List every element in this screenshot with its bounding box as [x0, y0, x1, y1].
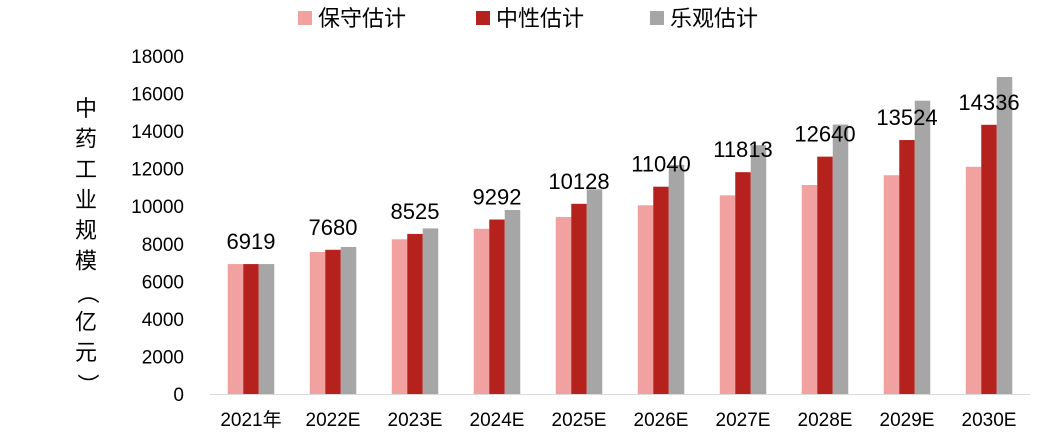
- y-axis-ticks: 0 2000 4000 6000 8000 10000 12000 14000 16000 180…: [131, 47, 184, 406]
- bar-1-2022E: [309, 252, 326, 394]
- y-axis-label-char: 规: [75, 219, 97, 244]
- legend-label-1: 保守估计: [318, 7, 406, 32]
- y-axis-label-char: （: [74, 282, 99, 304]
- bar-2-2025E: [571, 203, 587, 394]
- data-label: 13524: [876, 105, 937, 130]
- legend-label-3: 乐观估计: [670, 7, 758, 32]
- y-axis-label-char: 业: [75, 189, 97, 214]
- y-axis-label-char: 药: [75, 128, 97, 153]
- data-label: 10128: [548, 169, 609, 194]
- legend-label-2: 中性估计: [496, 7, 584, 32]
- bar-1-2025E: [555, 216, 572, 394]
- bar-1-2028E: [801, 185, 818, 394]
- bar-1-2024E: [473, 228, 490, 394]
- bar-2-2027E: [735, 172, 751, 394]
- data-label: 11040: [631, 152, 691, 177]
- y-tick-label: 10000: [131, 197, 184, 218]
- bar-2-2021年: [243, 264, 259, 394]
- bar-3-2029E: [914, 100, 931, 395]
- bar-2-2022E: [325, 249, 341, 394]
- bar-3-2030E: [996, 77, 1013, 394]
- data-label: 8525: [391, 199, 440, 224]
- y-tick-label: 14000: [131, 122, 184, 143]
- bar-2-2024E: [489, 219, 505, 394]
- bar-3-2024E: [504, 209, 521, 394]
- y-tick-label: 16000: [131, 85, 184, 106]
- x-tick-label: 2029E: [880, 410, 935, 431]
- x-tick-label: 2027E: [716, 410, 771, 431]
- legend-swatch-1: [298, 11, 312, 25]
- y-axis-label-char: 模: [75, 250, 97, 275]
- y-tick-label: 4000: [142, 310, 184, 331]
- y-tick-label: 6000: [142, 272, 184, 293]
- x-tick-label: 2021年: [220, 409, 281, 431]
- bar-2-2023E: [407, 233, 423, 394]
- y-tick-label: 8000: [142, 235, 184, 256]
- data-label: 6919: [227, 229, 276, 254]
- data-label: 14336: [958, 90, 1019, 115]
- y-axis-label-char: 工: [75, 158, 97, 183]
- bar-1-2030E: [965, 166, 982, 394]
- y-axis-label-char: 亿: [75, 311, 97, 336]
- data-label: 11813: [713, 137, 773, 162]
- bar-1-2027E: [719, 195, 736, 394]
- data-label: 9292: [473, 185, 522, 210]
- y-axis-label-char: 元: [75, 341, 97, 366]
- bar-2-2030E: [981, 124, 997, 394]
- bar-2-2028E: [817, 156, 833, 394]
- bar-1-2021年: [227, 264, 244, 394]
- x-tick-label: 2025E: [552, 410, 607, 431]
- bar-3-2025E: [586, 189, 603, 394]
- data-label: 12640: [794, 122, 855, 147]
- y-tick-label: 18000: [131, 47, 184, 68]
- bar-3-2023E: [422, 228, 439, 394]
- x-tick-label: 2026E: [634, 410, 689, 431]
- bar-3-2026E: [668, 164, 685, 394]
- y-axis-label-char: 中: [75, 97, 97, 122]
- bar-1-2029E: [883, 175, 900, 394]
- data-label: 7680: [309, 215, 358, 240]
- x-tick-label: 2022E: [306, 410, 361, 431]
- y-tick-label: 2000: [142, 347, 184, 368]
- bar-1-2026E: [637, 205, 654, 394]
- bar-1-2023E: [391, 239, 408, 394]
- data-labels: 6919 7680 8525 9292 10128 11040 11813 12640 1352…: [227, 90, 1020, 254]
- x-tick-label: 2028E: [798, 410, 853, 431]
- bar-2-2029E: [899, 140, 915, 394]
- legend-swatch-2: [476, 11, 490, 25]
- x-tick-label: 2024E: [470, 410, 525, 431]
- bar-3-2028E: [832, 124, 849, 395]
- y-tick-label: 12000: [131, 160, 184, 181]
- y-axis-label-char: ）: [74, 373, 99, 395]
- x-tick-label: 2030E: [962, 410, 1017, 431]
- y-tick-label: 0: [173, 385, 184, 406]
- legend: 保守估计 中性估计 乐观估计: [298, 7, 758, 32]
- x-axis-ticks: 2021年 2022E 2023E 2024E 2025E 2026E 2027E 2028E…: [220, 409, 1016, 431]
- bar-3-2027E: [750, 145, 767, 394]
- bar-3-2021年: [258, 264, 275, 394]
- bars: [227, 77, 1013, 395]
- bar-3-2022E: [340, 246, 357, 394]
- x-tick-label: 2023E: [388, 410, 443, 431]
- bar-2-2026E: [653, 186, 669, 394]
- legend-swatch-3: [650, 11, 664, 25]
